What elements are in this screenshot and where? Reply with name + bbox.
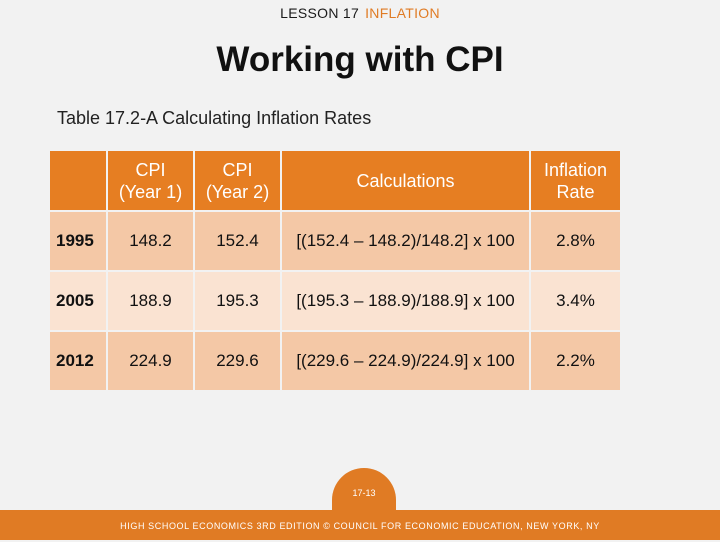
cell-cpi-year2: 152.4: [195, 212, 280, 270]
cell-inflation-rate: 2.2%: [531, 332, 620, 390]
cell-calculation: [(152.4 – 148.2)/148.2] x 100: [282, 212, 529, 270]
cell-cpi-year1: 148.2: [108, 212, 193, 270]
footer-copyright: HIGH SCHOOL ECONOMICS 3RD EDITION © COUN…: [0, 510, 720, 540]
cell-year: 2005: [50, 272, 106, 330]
cell-cpi-year2: 195.3: [195, 272, 280, 330]
cell-cpi-year1: 224.9: [108, 332, 193, 390]
header-inflation-rate: Inflation Rate: [531, 151, 620, 210]
cell-cpi-year2: 229.6: [195, 332, 280, 390]
cell-calculation: [(195.3 – 188.9)/188.9] x 100: [282, 272, 529, 330]
table-header-row: CPI (Year 1) CPI (Year 2) Calculations I…: [50, 151, 620, 210]
cell-inflation-rate: 3.4%: [531, 272, 620, 330]
lesson-number: LESSON 17: [280, 5, 360, 21]
header-cpi-year1: CPI (Year 1): [108, 151, 193, 210]
cell-calculation: [(229.6 – 224.9)/224.9] x 100: [282, 332, 529, 390]
table-row: 2005 188.9 195.3 [(195.3 – 188.9)/188.9]…: [50, 272, 620, 330]
table-row: 1995 148.2 152.4 [(152.4 – 148.2)/148.2]…: [50, 212, 620, 270]
header-year-blank: [50, 151, 106, 210]
cell-inflation-rate: 2.8%: [531, 212, 620, 270]
table-row: 2012 224.9 229.6 [(229.6 – 224.9)/224.9]…: [50, 332, 620, 390]
page-number: 17-13: [332, 468, 396, 510]
cell-cpi-year1: 188.9: [108, 272, 193, 330]
header-calculations: Calculations: [282, 151, 529, 210]
slide-title: Working with CPI: [216, 40, 504, 79]
inflation-table: CPI (Year 1) CPI (Year 2) Calculations I…: [48, 149, 622, 392]
header-cpi-year2: CPI (Year 2): [195, 151, 280, 210]
lesson-header: LESSON 17 INFLATION: [0, 5, 720, 21]
cell-year: 2012: [50, 332, 106, 390]
lesson-topic: INFLATION: [365, 5, 440, 21]
cell-year: 1995: [50, 212, 106, 270]
table-caption: Table 17.2-A Calculating Inflation Rates: [57, 108, 372, 128]
